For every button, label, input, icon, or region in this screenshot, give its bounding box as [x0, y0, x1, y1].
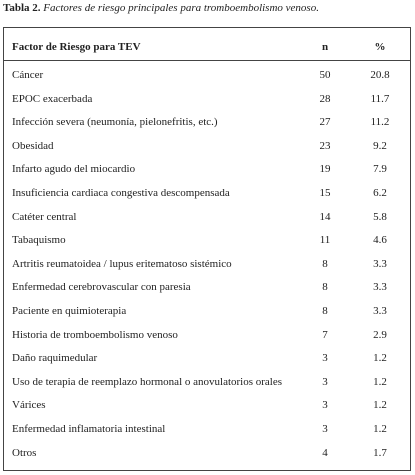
factor-cell: Paciente en quimioterapia — [12, 305, 127, 317]
number-cell: 1.2 — [373, 352, 387, 365]
number-cell: 4.6 — [373, 234, 387, 247]
number-cell: 9.2 — [373, 139, 387, 152]
number-cell: 11 — [319, 234, 331, 247]
number-cell: 3 — [322, 352, 328, 365]
table-frame — [3, 27, 411, 471]
number-cell: 1.2 — [373, 423, 387, 435]
factor-cell: Artritis reumatoidea / lupus eritematoso… — [12, 257, 232, 270]
number-cell: 20.8 — [370, 69, 390, 81]
factor-cell: EPOC exacerbada — [12, 92, 93, 105]
number-cell: 2.9 — [373, 328, 387, 341]
factor-cell: Cáncer — [12, 69, 44, 81]
number-cell: 28 — [319, 92, 331, 105]
caption: Tabla 2. Factores de riesgo principales … — [3, 2, 319, 14]
number-cell: 3 — [322, 399, 328, 412]
header-cell: Factor de Riesgo para TEV — [12, 41, 141, 53]
number-cell: 8 — [322, 281, 328, 294]
header-cell: n — [321, 41, 329, 53]
factor-cell: Daño raquimedular — [12, 352, 98, 365]
number-cell: 1.2 — [373, 375, 387, 388]
number-cell: 1.2 — [373, 399, 387, 412]
number-cell: 23 — [319, 139, 331, 152]
number-cell: 7 — [322, 328, 328, 341]
number-cell: 5.8 — [373, 210, 387, 223]
factor-cell: Obesidad — [12, 139, 54, 152]
factor-cell: Uso de terapia de reemplazo hormonal o a… — [12, 375, 283, 388]
number-cell: 3.3 — [373, 257, 387, 270]
number-cell: 3.3 — [373, 305, 387, 317]
number-cell: 8 — [322, 257, 328, 270]
factor-cell: Enfermedad inflamatoria intestinal — [12, 423, 166, 435]
number-cell: 50 — [319, 69, 331, 81]
caption-label: Tabla 2. — [3, 2, 41, 14]
factor-cell: Tabaquismo — [12, 234, 66, 247]
number-cell: 14 — [319, 210, 331, 223]
number-cell: 3 — [322, 423, 328, 435]
number-cell: 1.7 — [373, 446, 387, 459]
factor-cell: Várices — [12, 399, 46, 412]
number-cell: 7.9 — [373, 163, 387, 176]
number-cell: 19 — [319, 163, 331, 176]
number-cell: 4 — [322, 446, 328, 459]
factor-cell: Enfermedad cerebrovascular con paresia — [12, 281, 191, 294]
number-cell: 6.2 — [373, 187, 387, 199]
number-cell: 27 — [319, 116, 331, 129]
number-cell: 3 — [322, 375, 328, 388]
caption-text: Factores de riesgo principales para trom… — [43, 2, 319, 14]
number-cell: 3.3 — [373, 281, 387, 294]
factor-cell: Historia de tromboembolismo venoso — [12, 328, 178, 341]
factor-cell: Infección severa (neumonía, pielonefriti… — [12, 116, 218, 129]
number-cell: 8 — [322, 305, 328, 317]
number-cell: 11.2 — [370, 116, 390, 129]
number-cell: 11.7 — [370, 92, 390, 105]
factor-cell: Infarto agudo del miocardio — [12, 163, 136, 176]
header-rule — [3, 60, 411, 61]
factor-cell: Catéter central — [12, 210, 77, 223]
factor-cell: Insuficiencia cardiaca congestiva descom… — [12, 187, 230, 199]
header-cell: % — [374, 41, 386, 53]
factor-cell: Otros — [12, 446, 37, 459]
number-cell: 15 — [319, 187, 331, 199]
